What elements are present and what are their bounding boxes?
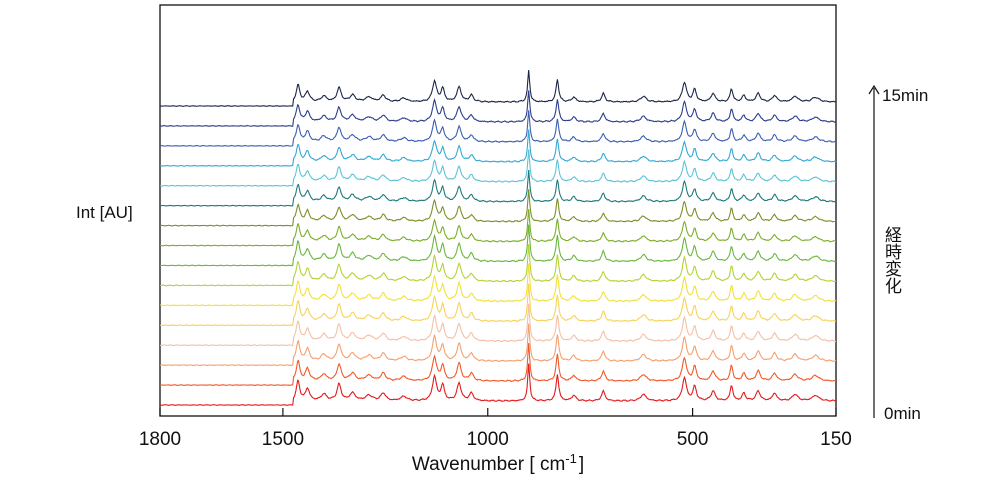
time-axis-label: 経時変化	[881, 226, 901, 294]
spectrum-series-8	[160, 209, 837, 247]
spectrum-series-12	[160, 129, 837, 167]
spectrum-series-0	[159, 363, 837, 406]
time-axis	[868, 84, 880, 418]
time-start-label: 0min	[884, 404, 921, 423]
spectrum-series-2	[160, 323, 837, 367]
spectrum-series-3	[159, 303, 837, 347]
spectrum-series-9	[160, 189, 837, 227]
x-axis-label: Wavenumber [ cm-1]	[412, 451, 584, 475]
series-group	[159, 70, 837, 406]
spectrum-series-1	[159, 343, 837, 387]
spectrum-series-11	[159, 149, 837, 187]
spectrum-series-5	[160, 263, 837, 307]
plot-frame	[159, 4, 837, 417]
spectrum-series-4	[159, 283, 837, 327]
y-axis-label: Int [AU]	[76, 203, 133, 222]
spectrum-series-7	[159, 224, 837, 267]
time-axis-arrowhead	[868, 84, 880, 95]
x-tick-label: 1800	[139, 429, 181, 450]
spectrum-series-10	[159, 169, 837, 207]
x-tick-label: 150	[820, 429, 852, 450]
spectrum-series-13	[159, 110, 837, 147]
x-tick-label: 1500	[262, 429, 304, 450]
spectrum-series-6	[159, 244, 837, 287]
x-tick-label: 500	[677, 429, 709, 450]
spectrum-series-15	[160, 70, 836, 107]
time-end-label: 15min	[882, 86, 929, 105]
x-ticks: 1800 1500 1000 500 150	[139, 408, 852, 450]
x-tick-label: 1000	[467, 429, 509, 450]
spectrum-series-14	[159, 90, 837, 127]
